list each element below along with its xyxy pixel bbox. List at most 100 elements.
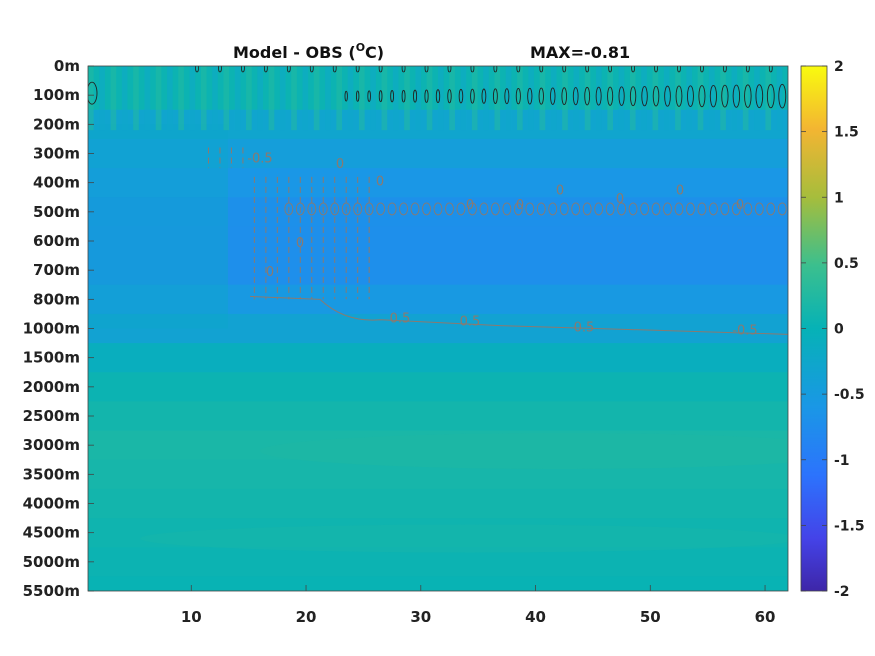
stripe [155, 66, 162, 131]
contour-loop [548, 202, 558, 216]
title-unit-suffix: C) [365, 43, 384, 62]
contour-loop [652, 85, 660, 107]
y-tick-label: 3500m [23, 465, 80, 483]
contour-loop [559, 202, 569, 216]
stripe [742, 66, 749, 131]
contour-loop [447, 89, 452, 104]
contour-loop [605, 202, 615, 216]
stripe [708, 66, 715, 131]
contour-loop [470, 88, 475, 104]
y-tick-label: 5500m [23, 582, 80, 600]
stripe [618, 66, 625, 131]
depth-band [88, 255, 788, 286]
contour-loop [539, 66, 544, 73]
y-tick-label: 0m [54, 57, 80, 75]
contour-loop [654, 66, 658, 73]
contour-loop [493, 66, 498, 73]
contour-loop [720, 202, 730, 216]
stripe [110, 66, 117, 131]
chart-title: Model - OBS (OC) [233, 41, 384, 62]
contour-loop [467, 202, 477, 216]
contour-loop [550, 87, 556, 105]
contour-loop [721, 84, 729, 108]
contour-loop [399, 202, 409, 216]
stripe [144, 66, 151, 131]
contour-loop [241, 66, 245, 73]
stripe [517, 66, 523, 131]
y-tick-label: 2000m [23, 378, 80, 396]
x-axis: 10 20 30 40 50 60 [181, 585, 775, 626]
contour-loop [470, 66, 475, 73]
contour-loop [424, 66, 429, 73]
stripe [358, 66, 365, 131]
stripe [539, 66, 546, 131]
colorbar-tick-label: 2 [834, 59, 844, 75]
stripe [234, 66, 241, 131]
depth-band [88, 488, 788, 520]
y-tick-label: 700m [33, 261, 80, 279]
contour-loop [353, 202, 363, 216]
contour-loop [743, 202, 753, 216]
contour-loop [754, 202, 764, 216]
contour-loop [709, 84, 717, 108]
stripe [528, 66, 534, 131]
contour-label: 0 [556, 183, 564, 198]
contour-loop [700, 66, 704, 73]
contour-loop [594, 202, 604, 216]
colorbar-tick-label: -2 [834, 584, 850, 600]
contour-loop [355, 90, 360, 102]
contour-loop [527, 87, 533, 105]
title-unit: O [356, 41, 365, 54]
stripe [460, 66, 467, 131]
deep-lens [260, 433, 788, 469]
contour-loop [732, 84, 741, 108]
stripe [731, 66, 738, 131]
contour-loop [525, 202, 535, 216]
contour-label: 0.5 [390, 312, 411, 327]
y-tick-label: 4500m [23, 524, 80, 542]
contour-loop [607, 86, 614, 106]
colorbar-tick-label: 0 [834, 322, 844, 338]
contour-loop [456, 202, 466, 216]
contour-loop [608, 66, 613, 73]
stripe [268, 66, 275, 131]
stripe [652, 66, 659, 131]
contour-loop [364, 202, 374, 216]
contour-loop [651, 202, 661, 216]
contour-loop [502, 202, 512, 216]
stripe [121, 66, 128, 131]
contour-loop [777, 202, 787, 216]
contour-loop [390, 89, 394, 103]
stripe [189, 66, 196, 131]
depth-band [88, 372, 788, 403]
contour-lines: 0.5 0.5 0.5 -0.5 -0.5 0 0 0 0 0 0 0 0 0 0 [88, 66, 788, 338]
y-tick-label: 100m [33, 86, 80, 104]
contour-loop [344, 90, 348, 102]
y-tick-label: 5000m [23, 553, 80, 571]
stripe [381, 66, 388, 131]
stripe [313, 66, 320, 131]
contour-loop [481, 88, 487, 104]
contour-loop [584, 86, 591, 106]
stripe [200, 66, 207, 131]
contour-loop [617, 202, 627, 216]
contour-loop [490, 202, 500, 216]
contour-loop [401, 89, 406, 103]
stripe [178, 66, 184, 131]
contour-label: 0.5 [460, 315, 481, 330]
contour-label: -0.5 [732, 323, 757, 338]
contour-loop [572, 87, 579, 106]
contour-loop [332, 66, 337, 73]
x-tick-label: 30 [410, 608, 431, 626]
stripe [471, 66, 478, 131]
stripe [663, 66, 670, 131]
stripe [99, 66, 105, 131]
stripe [449, 66, 455, 131]
contour-label: 0 [466, 198, 474, 213]
stripe [438, 66, 444, 131]
stripe [686, 66, 693, 131]
contour-loop [628, 202, 638, 216]
contour-loop [424, 89, 429, 103]
contour-loop [629, 86, 637, 107]
contour-loop [722, 66, 727, 73]
